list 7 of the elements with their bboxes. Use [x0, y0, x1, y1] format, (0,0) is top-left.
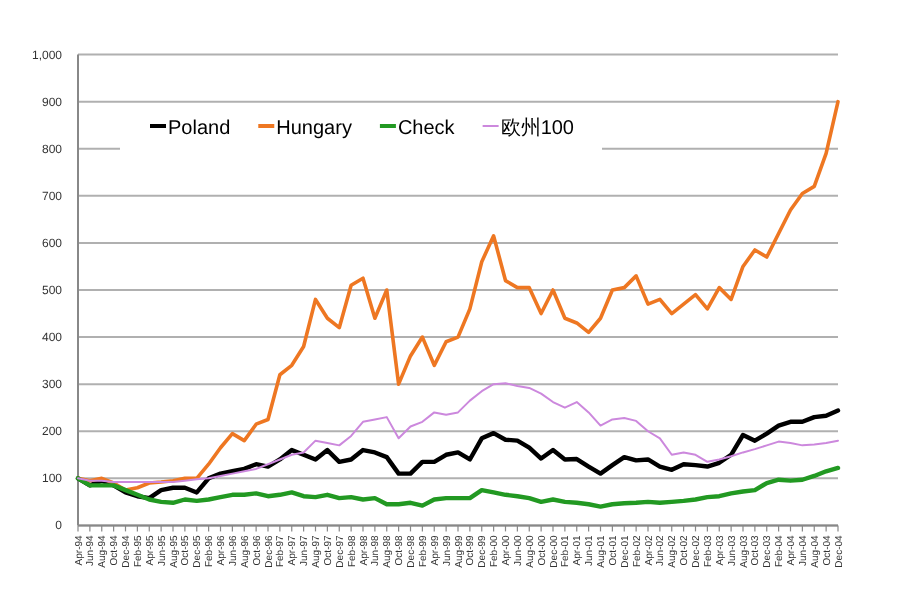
line-series: [77, 382, 839, 484]
line-series: [76, 99, 840, 492]
legend-label: 欧州100: [500, 116, 575, 140]
line-series: [75, 465, 841, 509]
legend-label: Hungary: [276, 118, 352, 140]
legend-label: Check: [397, 118, 457, 140]
legend-label: Poland: [168, 118, 231, 140]
